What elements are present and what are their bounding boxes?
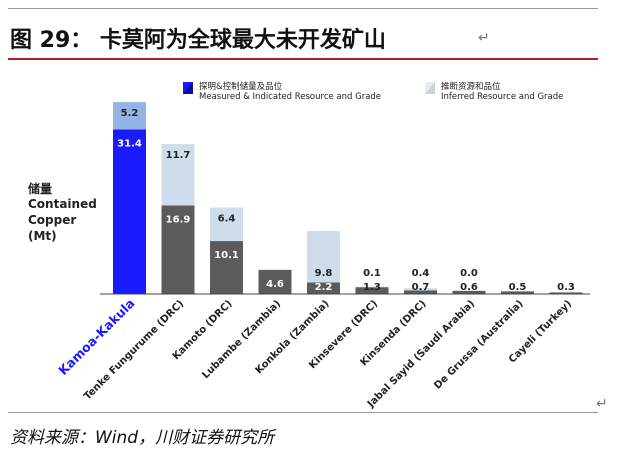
bar-inferred-konkola-zambia bbox=[307, 231, 340, 283]
x-tick-label-jabal-sayid-saudi-arabia: Jabal Sayid (Saudi Arabia) bbox=[365, 298, 477, 410]
y-axis-title: 储量 Contained Copper (Mt) bbox=[28, 181, 97, 243]
legend-label-inferred-cn: 推断资源和品位 bbox=[441, 81, 501, 92]
bar-measured-cayeli-turkey bbox=[549, 292, 583, 294]
bar-measured-de-grussa-australia bbox=[501, 291, 534, 294]
return-mark-icon: ↵ bbox=[478, 30, 490, 46]
data-label-inferred-kamoto-drc: 6.4 bbox=[218, 213, 236, 224]
data-label-inferred-konkola-zambia: 9.8 bbox=[315, 268, 333, 279]
legend-swatch-inferred-shade bbox=[425, 82, 435, 94]
y-axis-label-line-1: Contained bbox=[28, 197, 97, 211]
bars: 31.4 5.2 16.9 11.7 10.1 6.4 4.6 2.2 9.8 1.3 0.1 0.7… bbox=[113, 102, 583, 294]
bar-inferred-kamoto-drc bbox=[210, 207, 243, 242]
data-label-measured-kinsenda-drc: 0.7 bbox=[412, 282, 430, 293]
bar-inferred-kinsenda-drc bbox=[404, 288, 437, 291]
bar-measured-kamoa-kakula bbox=[113, 129, 146, 294]
bar-measured-kinsevere-drc bbox=[355, 287, 389, 294]
title-underline bbox=[8, 58, 598, 60]
legend-label-measured: Measured & Indicated Resource and Grade bbox=[199, 92, 381, 102]
y-axis-label-cn: 储量 bbox=[28, 181, 52, 196]
data-label-measured-lubambe-zambia: 4.6 bbox=[266, 279, 284, 290]
bar-measured-tenke-fungurume-drc bbox=[161, 205, 195, 294]
legend-label-inferred: Inferred Resource and Grade bbox=[441, 92, 563, 102]
return-mark-icon-2: ↵ bbox=[596, 396, 608, 412]
bar-inferred-kamoa-kakula bbox=[113, 102, 146, 130]
data-label-inferred-tenke-fungurume-drc: 11.7 bbox=[166, 150, 191, 161]
figure-title: 图 29： 卡莫阿为全球最大未开发矿山 bbox=[10, 28, 386, 53]
data-label-measured-kamoto-drc: 10.1 bbox=[214, 250, 239, 261]
data-label-measured-kinsevere-drc: 1.3 bbox=[363, 282, 381, 293]
data-label-measured-cayeli-turkey: 0.3 bbox=[557, 282, 575, 293]
top-rule bbox=[8, 8, 598, 9]
x-tick-label-de-grussa-australia: De Grussa (Australia) bbox=[432, 298, 525, 391]
bar-inferred-tenke-fungurume-drc bbox=[161, 144, 195, 206]
y-axis-label-line-3: (Mt) bbox=[28, 229, 57, 243]
bar-measured-konkola-zambia bbox=[307, 282, 340, 294]
data-label-inferred-kamoa-kakula: 5.2 bbox=[121, 108, 139, 119]
data-label-inferred-kinsevere-drc: 0.1 bbox=[363, 268, 381, 279]
legend-swatch-measured-shade bbox=[183, 82, 193, 94]
source-rule bbox=[8, 412, 598, 413]
data-label-measured-tenke-fungurume-drc: 16.9 bbox=[166, 214, 191, 225]
data-label-measured-konkola-zambia: 2.2 bbox=[315, 282, 333, 293]
data-label-measured-kamoa-kakula: 31.4 bbox=[117, 138, 142, 149]
data-label-measured-de-grussa-australia: 0.5 bbox=[509, 282, 527, 293]
data-label-inferred-kinsenda-drc: 0.4 bbox=[412, 268, 430, 279]
legend: 探明&控制储量及品位 Measured & Indicated Resource… bbox=[183, 81, 563, 102]
bar-inferred-kinsevere-drc bbox=[355, 286, 389, 288]
bar-measured-lubambe-zambia bbox=[258, 269, 292, 294]
bar-measured-jabal-sayid-saudi-arabia bbox=[452, 290, 486, 294]
legend-label-measured-cn: 探明&控制储量及品位 bbox=[199, 81, 283, 92]
bar-measured-kinsenda-drc bbox=[404, 290, 437, 294]
bar-measured-kamoto-drc bbox=[210, 241, 243, 294]
x-tick-label-tenke-fungurume-drc: Tenke Fungurume (DRC) bbox=[82, 298, 186, 402]
source-note: 资料来源：Wind，川财证券研究所 bbox=[10, 428, 275, 448]
data-label-inferred-jabal-sayid-saudi-arabia: 0.0 bbox=[460, 268, 478, 279]
x-tick-label-lubambe-zambia: Lubambe (Zambia) bbox=[200, 298, 283, 381]
data-label-measured-jabal-sayid-saudi-arabia: 0.6 bbox=[460, 282, 478, 293]
y-axis-label-line-2: Copper bbox=[28, 213, 76, 227]
